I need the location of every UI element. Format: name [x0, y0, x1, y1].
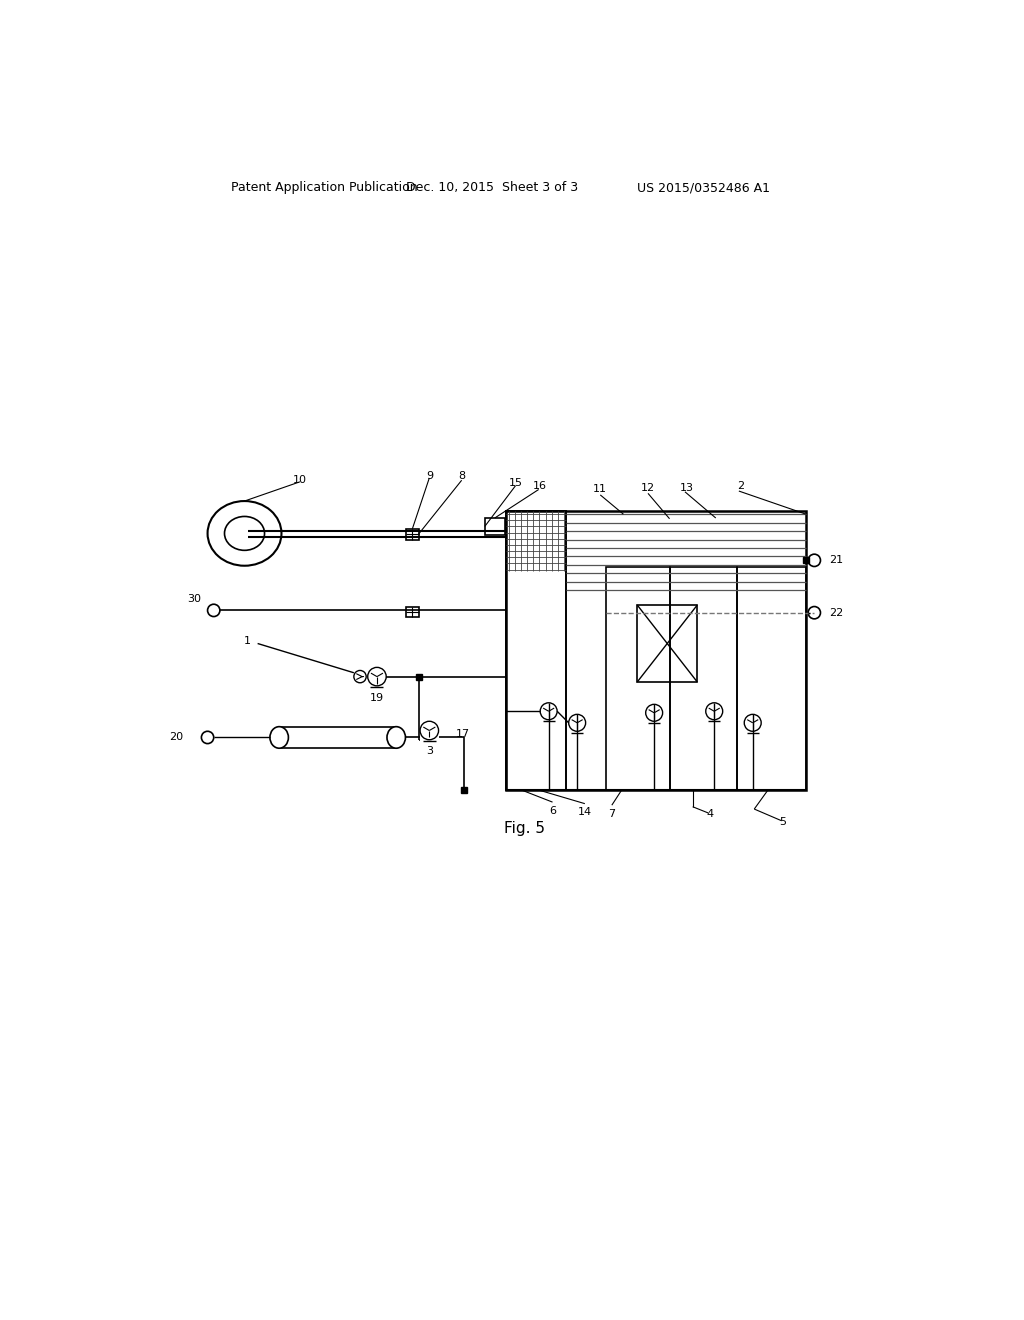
Bar: [407, 529, 419, 540]
Text: 17: 17: [456, 730, 469, 739]
Ellipse shape: [387, 726, 406, 748]
Text: 14: 14: [578, 807, 592, 817]
Ellipse shape: [270, 726, 289, 748]
Text: 8: 8: [458, 471, 465, 482]
Text: 15: 15: [509, 478, 522, 488]
Text: 9: 9: [426, 471, 433, 482]
Bar: [506, 511, 565, 789]
Text: 2: 2: [737, 480, 744, 491]
Text: US 2015/0352486 A1: US 2015/0352486 A1: [637, 181, 770, 194]
Text: 7: 7: [608, 809, 615, 818]
Text: 21: 21: [829, 556, 843, 565]
Text: 6: 6: [549, 805, 556, 816]
Text: 11: 11: [593, 484, 607, 495]
Text: 13: 13: [680, 483, 693, 492]
Bar: [506, 511, 806, 789]
Text: Dec. 10, 2015  Sheet 3 of 3: Dec. 10, 2015 Sheet 3 of 3: [407, 181, 579, 194]
Bar: [606, 566, 670, 789]
Bar: [407, 607, 419, 618]
Text: 16: 16: [534, 480, 547, 491]
Bar: [280, 726, 396, 748]
Text: 19: 19: [370, 693, 384, 704]
Text: 10: 10: [293, 475, 307, 486]
Text: 3: 3: [426, 746, 433, 756]
Text: 12: 12: [641, 483, 655, 492]
Text: Patent Application Publication: Patent Application Publication: [230, 181, 418, 194]
Bar: [670, 566, 737, 789]
Text: Fig. 5: Fig. 5: [504, 821, 546, 836]
Text: 30: 30: [187, 594, 202, 603]
Text: 22: 22: [829, 607, 843, 618]
Text: 20: 20: [169, 733, 183, 742]
Text: 1: 1: [244, 636, 251, 647]
Text: 5: 5: [779, 817, 786, 828]
Bar: [484, 517, 505, 535]
Text: 4: 4: [706, 809, 713, 820]
Bar: [637, 605, 697, 682]
Bar: [737, 566, 806, 789]
